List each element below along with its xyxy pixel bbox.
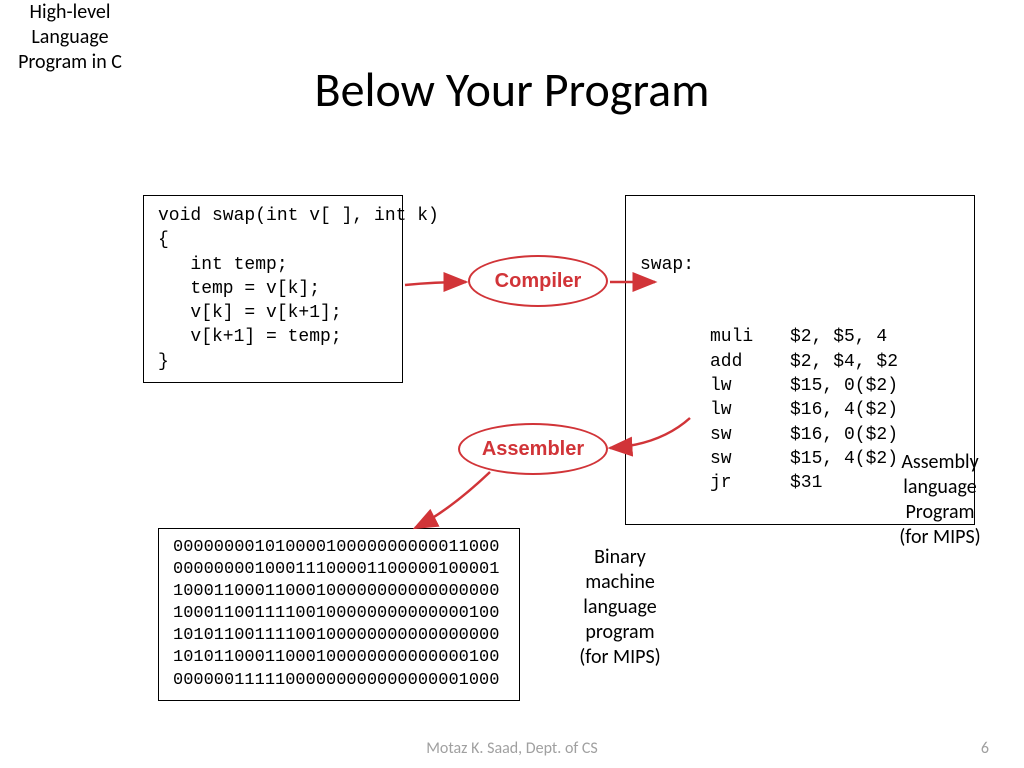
asm-op: lw <box>710 398 790 422</box>
asm-op: muli <box>710 325 790 349</box>
asm-args: $16, 4($2) <box>790 398 908 422</box>
asm-row: muli$2, $5, 4 <box>710 325 908 349</box>
assembler-oval: Assembler <box>458 423 608 475</box>
asm-op: sw <box>710 423 790 447</box>
asm-op: sw <box>710 447 790 471</box>
asm-row: lw$16, 4($2) <box>710 398 908 422</box>
asm-op: jr <box>710 471 790 495</box>
binary-box: 00000000101000010000000000011000 0000000… <box>158 528 520 701</box>
asm-args: $2, $5, 4 <box>790 325 908 349</box>
slide-title: Below Your Program <box>0 60 1024 119</box>
asm-header: swap: <box>640 253 960 277</box>
footer-author: Motaz K. Saad, Dept. of CS <box>0 739 1024 758</box>
asm-op: add <box>710 350 790 374</box>
asm-args: $2, $4, $2 <box>790 350 908 374</box>
asm-row: lw$15, 0($2) <box>710 374 908 398</box>
asm-args: $16, 0($2) <box>790 423 908 447</box>
footer-page-number: 6 <box>981 739 989 758</box>
compiler-oval: Compiler <box>468 255 608 307</box>
c-code-box: void swap(int v[ ], int k) { int temp; t… <box>143 195 403 383</box>
asm-op: lw <box>710 374 790 398</box>
label-binary: Binarymachinelanguageprogram(for MIPS) <box>555 545 685 670</box>
asm-row: add$2, $4, $2 <box>710 350 908 374</box>
label-assembly: AssemblylanguageProgram(for MIPS) <box>870 450 1010 550</box>
asm-row: sw$16, 0($2) <box>710 423 908 447</box>
asm-args: $15, 0($2) <box>790 374 908 398</box>
label-highlevel: High-levelLanguageProgram in C <box>0 0 140 75</box>
